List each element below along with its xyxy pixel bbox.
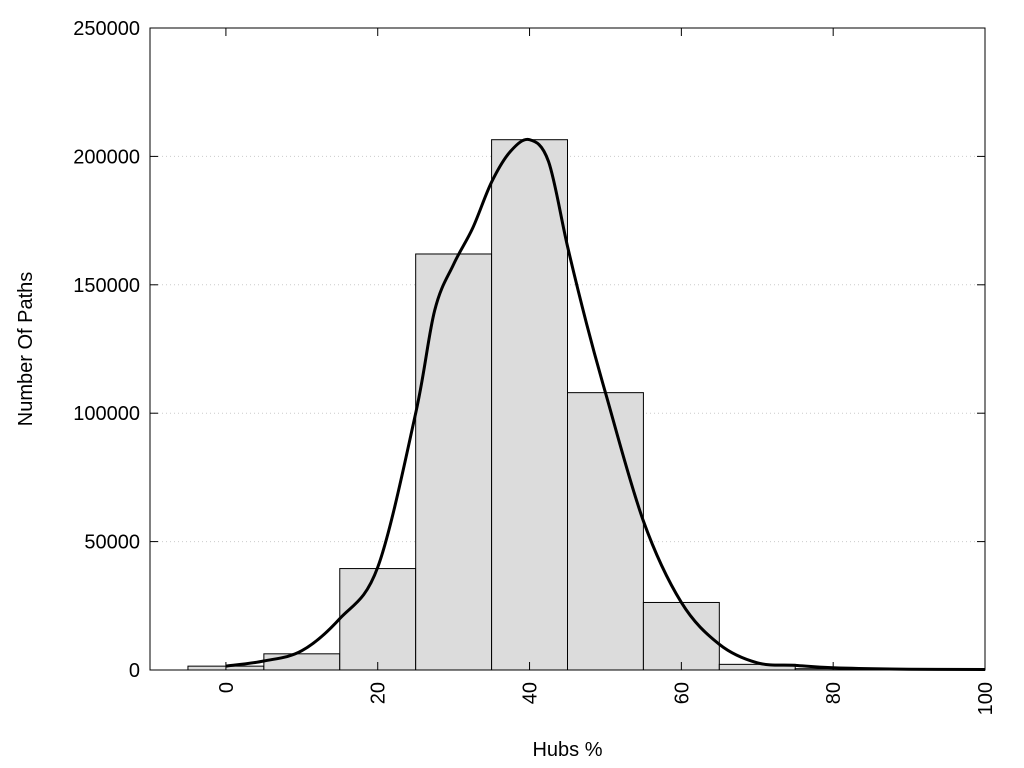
y-tick-label: 50000 bbox=[84, 532, 140, 554]
histogram-bar bbox=[263, 653, 341, 671]
y-tick-label: 200000 bbox=[73, 146, 140, 168]
x-tick-label: 100 bbox=[975, 682, 997, 715]
histogram-bar bbox=[642, 601, 720, 671]
y-axis: 0 50000 100000 150000 200000 250000 bbox=[73, 18, 985, 682]
histogram-bar bbox=[567, 392, 644, 671]
density-curve bbox=[225, 137, 986, 671]
histogram-bar bbox=[491, 139, 568, 671]
histogram-bar bbox=[415, 253, 493, 671]
y-tick-label: 100000 bbox=[73, 403, 140, 425]
y-tick-label: 0 bbox=[129, 660, 140, 682]
histogram-bars bbox=[187, 139, 948, 671]
y-tick-label: 250000 bbox=[73, 18, 140, 40]
x-tick-label: 40 bbox=[520, 682, 542, 704]
plot-frame bbox=[149, 27, 986, 671]
histogram-bar bbox=[339, 568, 417, 671]
x-axis: 0 20 40 60 80 100 bbox=[216, 28, 997, 715]
y-tick-label: 150000 bbox=[73, 275, 140, 297]
x-tick-label: 60 bbox=[671, 682, 693, 704]
y-axis-title: Number Of Paths bbox=[15, 272, 37, 427]
x-axis-title: Hubs % bbox=[532, 739, 602, 761]
x-tick-label: 20 bbox=[368, 682, 390, 704]
x-tick-label: 0 bbox=[216, 682, 238, 693]
x-tick-label: 80 bbox=[823, 682, 845, 704]
